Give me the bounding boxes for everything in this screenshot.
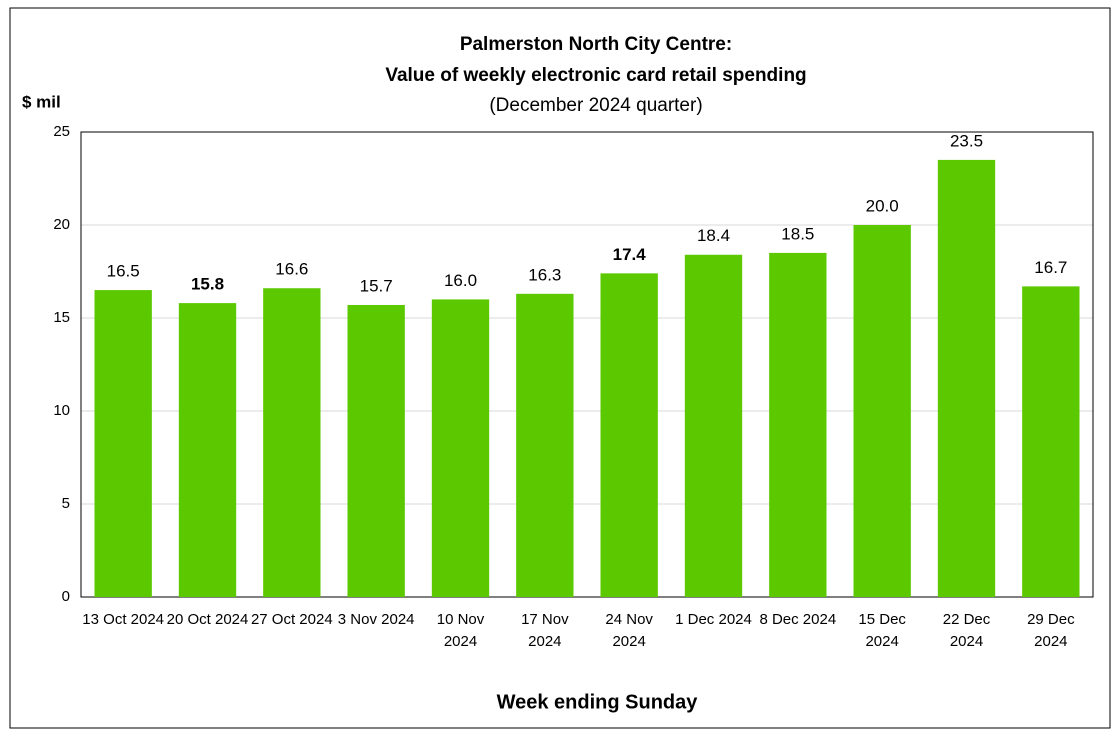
x-tick-label: 27 Oct 2024: [251, 611, 333, 628]
value-label: 16.0: [444, 271, 477, 290]
bar: [431, 299, 490, 597]
bar: [94, 290, 152, 597]
x-tick-label: 24 Nov 2024: [605, 611, 653, 650]
x-tick-label: 8 Dec 2024: [759, 611, 836, 628]
bar: [178, 303, 237, 597]
value-label: 20.0: [866, 196, 899, 215]
bar: [684, 254, 743, 597]
plot-frame: [80, 131, 1094, 598]
value-label: 23.5: [950, 131, 983, 150]
x-tick-label: 13 Oct 2024: [82, 611, 164, 628]
y-tick-label: 10: [53, 402, 70, 419]
x-tick-label: 29 Dec 2024: [1027, 611, 1075, 650]
value-label: 18.4: [697, 226, 730, 245]
value-label: 16.6: [275, 260, 308, 279]
x-tick-label: 17 Nov 2024: [521, 611, 569, 650]
y-axis-label: $ mil: [22, 92, 61, 111]
y-tick-label: 5: [62, 495, 70, 512]
bar: [347, 304, 405, 597]
x-tick-label: 1 Dec 2024: [675, 611, 752, 628]
bar: [600, 273, 658, 597]
x-tick-label: 20 Oct 2024: [167, 611, 249, 628]
value-label: 17.4: [613, 245, 647, 264]
bar: [769, 252, 827, 597]
x-tick-label: 10 Nov 2024: [437, 611, 485, 650]
bar: [263, 288, 321, 597]
value-label: 18.5: [781, 224, 814, 243]
chart-subtitle: (December 2024 quarter): [489, 95, 702, 116]
value-label: 15.7: [360, 276, 393, 295]
value-label: 16.5: [107, 262, 140, 281]
chart-title: Palmerston North City Centre:: [460, 34, 732, 55]
y-tick-label: 0: [62, 588, 70, 605]
bar: [937, 159, 996, 597]
bar: [1022, 286, 1080, 597]
value-label: 16.7: [1034, 258, 1067, 277]
value-label: 16.3: [528, 265, 561, 284]
y-tick-label: 20: [53, 216, 70, 233]
y-tick-label: 15: [53, 309, 70, 326]
chart-title: Value of weekly electronic card retail s…: [385, 65, 806, 86]
x-axis-label: Week ending Sunday: [497, 691, 699, 713]
bar: [516, 293, 574, 597]
y-tick-label: 25: [53, 123, 70, 140]
x-tick-label: 3 Nov 2024: [338, 611, 415, 628]
x-tick-label: 22 Dec 2024: [943, 611, 991, 650]
value-label: 15.8: [191, 275, 224, 294]
bar: [853, 225, 911, 597]
x-tick-label: 15 Dec 2024: [858, 611, 906, 650]
